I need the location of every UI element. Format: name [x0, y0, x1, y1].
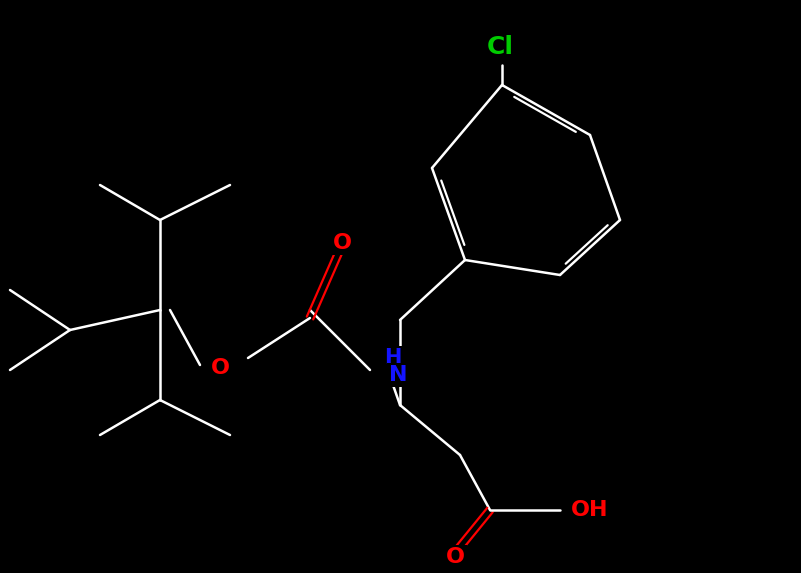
Text: H: H: [384, 348, 401, 368]
Text: N: N: [388, 365, 407, 385]
Text: Cl: Cl: [486, 35, 513, 59]
Text: OH: OH: [571, 500, 609, 520]
Text: O: O: [332, 233, 352, 253]
Text: O: O: [445, 547, 465, 567]
Text: O: O: [211, 358, 230, 378]
